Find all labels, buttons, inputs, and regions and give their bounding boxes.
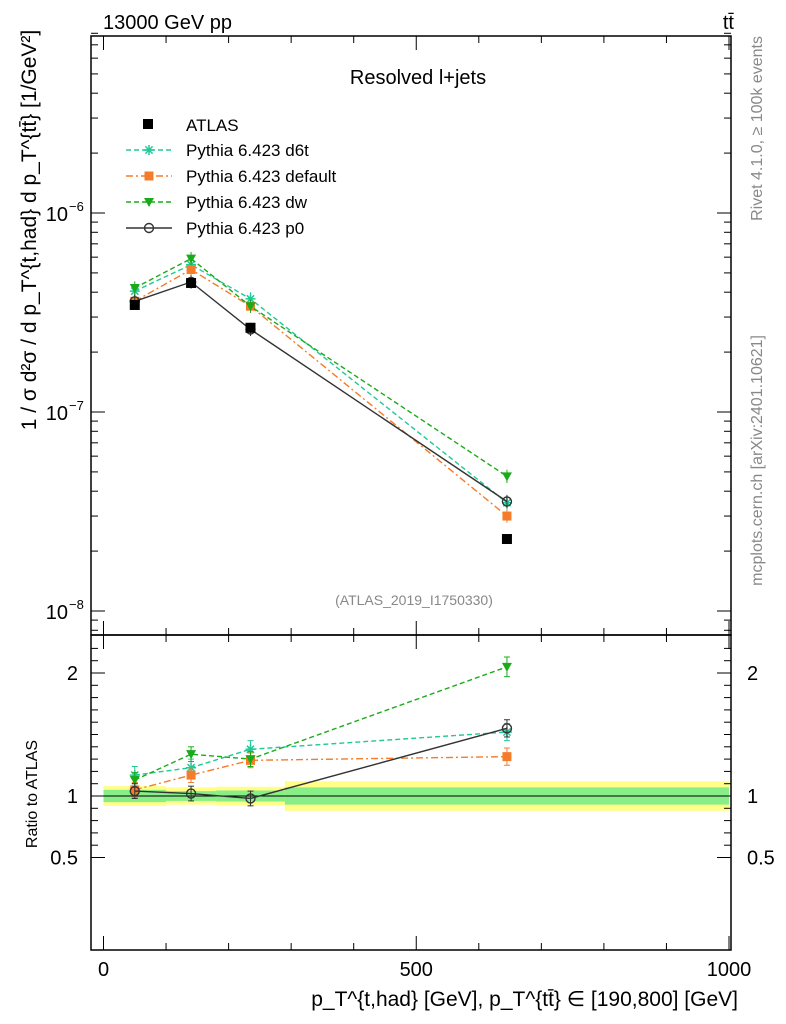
ratio-marks bbox=[129, 656, 513, 807]
ratio-point-3-3 bbox=[501, 723, 513, 734]
data-point-1 bbox=[186, 277, 197, 288]
ratio-ticks: 0.5 0.5 1 1 2 2 0 500 1000 bbox=[50, 635, 775, 981]
series-point-2-2 bbox=[245, 302, 256, 312]
chart-title: Resolved l+jets bbox=[350, 67, 486, 89]
y-tick-exponent: −8 bbox=[69, 597, 84, 612]
y-axis-label: 1 / σ d²σ / d p_T^{t,had} d p_T^{tt̄} [1… bbox=[18, 30, 41, 431]
series-point-2-3 bbox=[501, 472, 512, 482]
ratio-point-1-3 bbox=[502, 752, 512, 762]
legend-marker-2 bbox=[144, 198, 154, 207]
ratio-tick-label-left: 2 bbox=[67, 663, 78, 685]
series-point-3-3 bbox=[501, 496, 513, 507]
ratio-tick-label-left: 0.5 bbox=[50, 848, 78, 870]
series-line-1 bbox=[134, 268, 508, 517]
x-tick-label: 1000 bbox=[707, 959, 752, 981]
analysis-id-watermark: (ATLAS_2019_I1750330) bbox=[335, 592, 493, 608]
y-tick-label: 10 bbox=[46, 403, 68, 425]
series-point-1-3 bbox=[502, 511, 512, 521]
source-label: mcplots.cern.ch [arXiv:2401.10621] bbox=[749, 335, 766, 586]
legend-marker-data bbox=[143, 119, 153, 129]
legend-label-1: Pythia 6.423 default bbox=[186, 167, 337, 186]
legend-label-3: Pythia 6.423 p0 bbox=[186, 219, 304, 238]
ratio-line-2 bbox=[134, 666, 508, 781]
ratio-point-2-0 bbox=[129, 776, 140, 786]
series-point-1-1 bbox=[186, 265, 196, 275]
y-tick-label: 10 bbox=[46, 204, 68, 226]
legend-marker-0 bbox=[144, 145, 154, 155]
ratio-tick-label-right: 1 bbox=[747, 786, 758, 808]
ratio-line-3 bbox=[134, 727, 508, 800]
legend: ATLAS Pythia 6.423 d6t Pythia 6.423 defaul… bbox=[126, 116, 337, 238]
main-ticks: 10−810−710−6 bbox=[46, 32, 731, 635]
x-tick-label: 0 bbox=[98, 959, 109, 981]
legend-marker-1 bbox=[144, 171, 154, 181]
series-point-2-0 bbox=[129, 283, 140, 293]
ratio-point-3-2 bbox=[245, 793, 256, 804]
ratio-frame bbox=[90, 634, 732, 951]
ratio-point-2-3 bbox=[501, 662, 512, 672]
ratio-panel: 0.5 0.5 1 1 2 2 0 500 1000 bbox=[50, 634, 775, 981]
rivet-version-label: Rivet 4.1.0, ≥ 100k events bbox=[749, 36, 766, 221]
energy-label: 13000 GeV pp bbox=[103, 12, 232, 34]
main-panel: 10−810−710−6 Resolved l+jets (ATLAS_2019… bbox=[46, 32, 732, 636]
main-marks bbox=[129, 251, 513, 545]
ratio-tick-label-right: 2 bbox=[747, 663, 758, 685]
data-point-3 bbox=[501, 534, 512, 545]
series-point-0-2 bbox=[245, 293, 256, 304]
ratio-tick-label-left: 1 bbox=[67, 786, 78, 808]
ratio-point-3-1 bbox=[185, 788, 197, 799]
data-point-2 bbox=[245, 322, 256, 333]
legend-label-2: Pythia 6.423 dw bbox=[186, 193, 308, 212]
ratio-point-2-1 bbox=[186, 750, 197, 760]
y-tick-label: 10 bbox=[46, 602, 68, 624]
ratio-point-0-2 bbox=[245, 744, 256, 755]
y-tick-exponent: −7 bbox=[69, 398, 84, 413]
ratio-point-1-1 bbox=[186, 770, 196, 780]
x-tick-label: 500 bbox=[400, 959, 433, 981]
x-axis-label: p_T^{t,had} [GeV], p_T^{tt̄} ∈ [190,800]… bbox=[311, 988, 738, 1011]
ratio-y-axis-label: Ratio to ATLAS bbox=[24, 740, 41, 848]
ratio-point-3-0 bbox=[129, 785, 140, 797]
series-line-0 bbox=[134, 263, 508, 504]
legend-marker-3 bbox=[143, 222, 155, 234]
ratio-bands bbox=[103, 781, 729, 811]
data-point-0 bbox=[129, 299, 140, 310]
ratio-point-2-2 bbox=[245, 755, 256, 765]
y-tick-exponent: −6 bbox=[69, 199, 84, 214]
legend-label-0: Pythia 6.423 d6t bbox=[186, 141, 309, 160]
series-line-2 bbox=[134, 257, 508, 477]
ratio-line-0 bbox=[134, 731, 507, 776]
legend-label-data: ATLAS bbox=[186, 116, 239, 135]
process-label: tt̄ bbox=[723, 12, 735, 34]
series-point-2-1 bbox=[186, 254, 197, 264]
series-line-3 bbox=[134, 281, 508, 503]
ratio-tick-label-right: 0.5 bbox=[747, 848, 775, 870]
